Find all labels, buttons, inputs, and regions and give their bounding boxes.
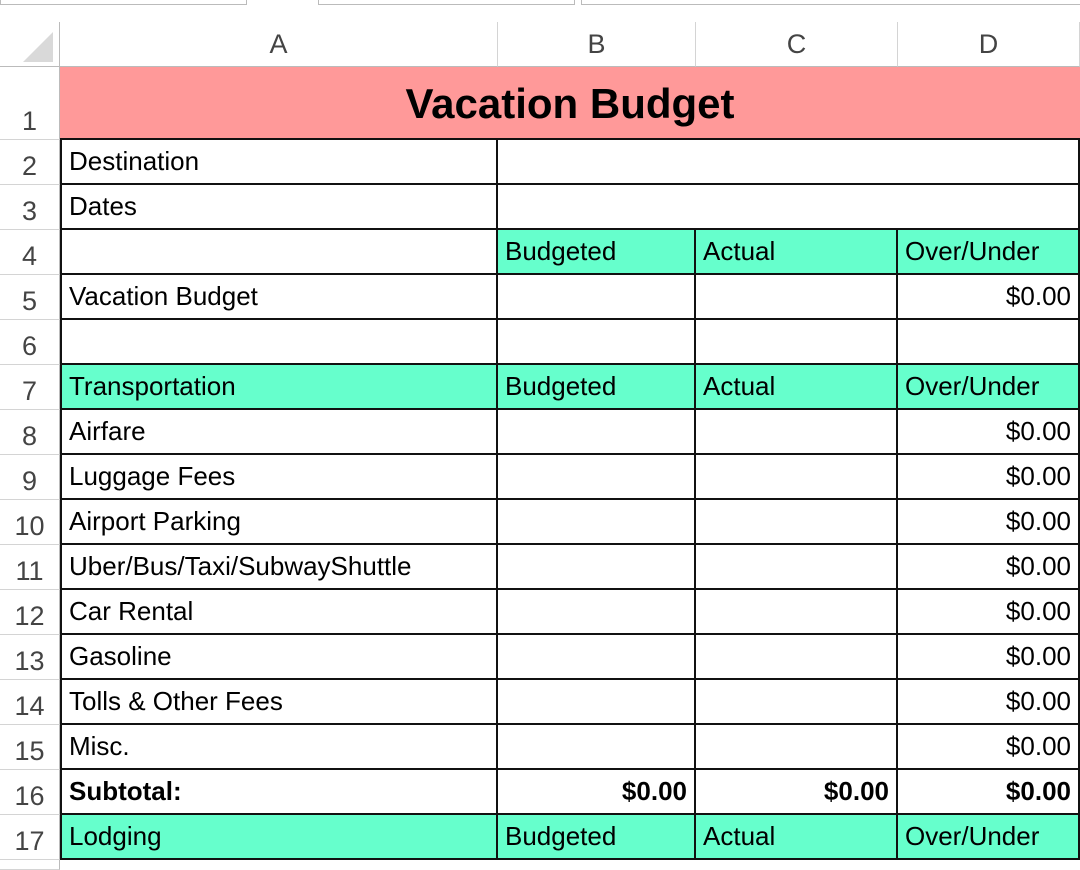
cell-A3[interactable]: Dates [60, 185, 498, 230]
cell-B14[interactable] [498, 680, 696, 725]
row-header-16[interactable]: 16 [0, 770, 60, 815]
column-header-A[interactable]: A [60, 22, 498, 67]
cell-A4[interactable] [60, 230, 498, 275]
cell-A16[interactable]: Subtotal: [60, 770, 498, 815]
cell-B13[interactable] [498, 635, 696, 680]
cell-D15[interactable]: $0.00 [898, 725, 1080, 770]
cell-D9[interactable]: $0.00 [898, 455, 1080, 500]
formula-bar[interactable] [581, 0, 1080, 5]
cell-A5[interactable]: Vacation Budget [60, 275, 498, 320]
cell-D12[interactable]: $0.00 [898, 590, 1080, 635]
cell-A14[interactable]: Tolls & Other Fees [60, 680, 498, 725]
row-header-10[interactable]: 10 [0, 500, 60, 545]
row-header-6[interactable]: 6 [0, 320, 60, 365]
cell-A6[interactable] [60, 320, 498, 365]
cell-B5[interactable] [498, 275, 696, 320]
row-header-5[interactable]: 5 [0, 275, 60, 320]
cell-C8[interactable] [696, 410, 898, 455]
cell-D17[interactable]: Over/Under [898, 815, 1080, 860]
cell-A12[interactable]: Car Rental [60, 590, 498, 635]
cell-D14[interactable]: $0.00 [898, 680, 1080, 725]
cell-A9[interactable]: Luggage Fees [60, 455, 498, 500]
cell-C11[interactable] [696, 545, 898, 590]
cell-D5[interactable]: $0.00 [898, 275, 1080, 320]
row-header-4[interactable]: 4 [0, 230, 60, 275]
cell-B12[interactable] [498, 590, 696, 635]
cell-B2[interactable] [498, 140, 1080, 185]
row-header-18[interactable] [0, 860, 60, 870]
cell-A17[interactable]: Lodging [60, 815, 498, 860]
cell-A8[interactable]: Airfare [60, 410, 498, 455]
row-header-2[interactable]: 2 [0, 140, 60, 185]
cell-D13[interactable]: $0.00 [898, 635, 1080, 680]
cell-A15[interactable]: Misc. [60, 725, 498, 770]
cell-D7[interactable]: Over/Under [898, 365, 1080, 410]
cell-C12[interactable] [696, 590, 898, 635]
row-header-13[interactable]: 13 [0, 635, 60, 680]
cell-B17[interactable]: Budgeted [498, 815, 696, 860]
cell-B7[interactable]: Budgeted [498, 365, 696, 410]
cell-C9[interactable] [696, 455, 898, 500]
row-header-11[interactable]: 11 [0, 545, 60, 590]
row-header-3[interactable]: 3 [0, 185, 60, 230]
cell-B8[interactable] [498, 410, 696, 455]
cell-C6[interactable] [696, 320, 898, 365]
cell-C14[interactable] [696, 680, 898, 725]
cell-D11[interactable]: $0.00 [898, 545, 1080, 590]
cell-A13[interactable]: Gasoline [60, 635, 498, 680]
cell-C7[interactable]: Actual [696, 365, 898, 410]
cell-B4[interactable]: Budgeted [498, 230, 696, 275]
cell-B11[interactable] [498, 545, 696, 590]
column-header-B[interactable]: B [498, 22, 696, 67]
column-header-D[interactable]: D [898, 22, 1080, 67]
cell-D8[interactable]: $0.00 [898, 410, 1080, 455]
row-header-17[interactable]: 17 [0, 815, 60, 860]
cell-D6[interactable] [898, 320, 1080, 365]
cell-C15[interactable] [696, 725, 898, 770]
name-box[interactable] [0, 0, 247, 5]
cell-A2[interactable]: Destination [60, 140, 498, 185]
cell-D4[interactable]: Over/Under [898, 230, 1080, 275]
formula-bar-control[interactable] [318, 0, 575, 5]
cell-C4[interactable]: Actual [696, 230, 898, 275]
select-all-corner[interactable] [0, 22, 60, 67]
cell-C10[interactable] [696, 500, 898, 545]
row-header-15[interactable]: 15 [0, 725, 60, 770]
row-header-1[interactable]: 1 [0, 67, 60, 140]
cell-C16[interactable]: $0.00 [696, 770, 898, 815]
row-header-7[interactable]: 7 [0, 365, 60, 410]
cell-D16[interactable]: $0.00 [898, 770, 1080, 815]
cell-C5[interactable] [696, 275, 898, 320]
row-header-8[interactable]: 8 [0, 410, 60, 455]
cell-A7[interactable]: Transportation [60, 365, 498, 410]
row-header-14[interactable]: 14 [0, 680, 60, 725]
cell-B10[interactable] [498, 500, 696, 545]
cell-B3[interactable] [498, 185, 1080, 230]
cell-B9[interactable] [498, 455, 696, 500]
cell-C13[interactable] [696, 635, 898, 680]
column-header-C[interactable]: C [696, 22, 898, 67]
cell-C17[interactable]: Actual [696, 815, 898, 860]
cell-B15[interactable] [498, 725, 696, 770]
cell-B6[interactable] [498, 320, 696, 365]
row-header-12[interactable]: 12 [0, 590, 60, 635]
cell-B16[interactable]: $0.00 [498, 770, 696, 815]
cell-D10[interactable]: $0.00 [898, 500, 1080, 545]
cell-A11[interactable]: Uber/Bus/Taxi/SubwayShuttle [60, 545, 498, 590]
cell-A10[interactable]: Airport Parking [60, 500, 498, 545]
sheet-title-cell[interactable]: Vacation Budget [60, 67, 1080, 140]
row-header-9[interactable]: 9 [0, 455, 60, 500]
